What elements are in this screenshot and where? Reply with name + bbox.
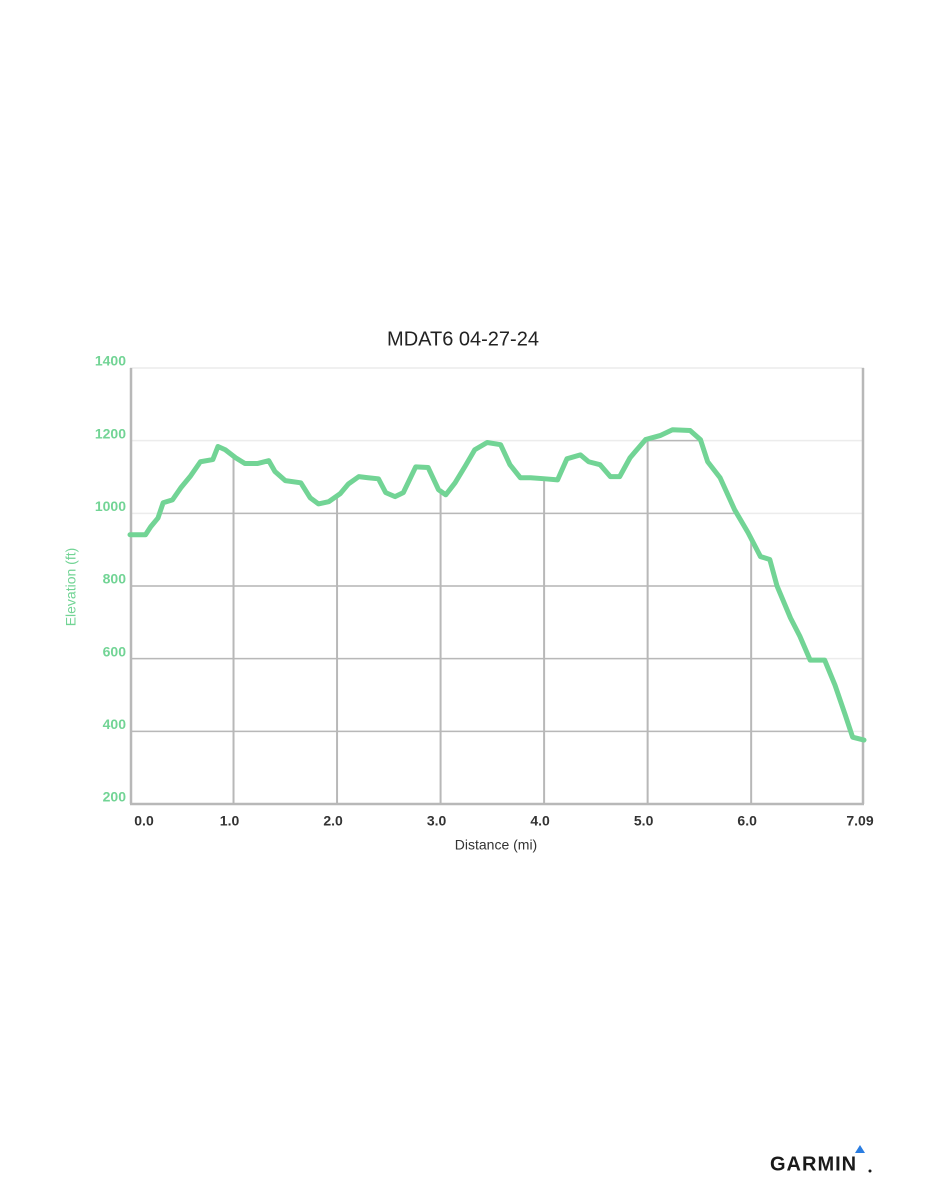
logo-text: GARMIN [770, 1153, 857, 1175]
logo-dot [868, 1169, 872, 1173]
x-tick-label: 6.0 [737, 813, 757, 829]
x-tick-label: 3.0 [427, 813, 447, 829]
y-tick-label: 800 [103, 571, 127, 587]
x-tick-label: 0.0 [134, 813, 154, 829]
x-tick-label: 1.0 [220, 813, 240, 829]
y-tick-label: 1400 [95, 353, 126, 369]
y-axis-label: Elevation (ft) [63, 548, 79, 627]
y-tick-label: 400 [103, 716, 127, 732]
chart-title: MDAT6 04-27-24 [387, 328, 539, 350]
y-tick-label: 600 [103, 643, 127, 659]
y-tick-label: 1000 [95, 498, 126, 514]
x-axis-label: Distance (mi) [455, 837, 537, 853]
logo-mark [855, 1145, 865, 1153]
plot: 200 400 600 800 1000 1200 1400 0.0 1.0 2.0 3.0 4.0 5… [95, 353, 874, 829]
y-tick-label: 1200 [95, 425, 126, 441]
elevation-line [127, 427, 867, 743]
x-tick-label: 2.0 [323, 813, 343, 829]
x-tick-label: 4.0 [530, 813, 550, 829]
y-tick-label: 200 [103, 789, 127, 805]
x-tick-label: 7.09 [846, 813, 873, 829]
x-tick-label: 5.0 [634, 813, 654, 829]
